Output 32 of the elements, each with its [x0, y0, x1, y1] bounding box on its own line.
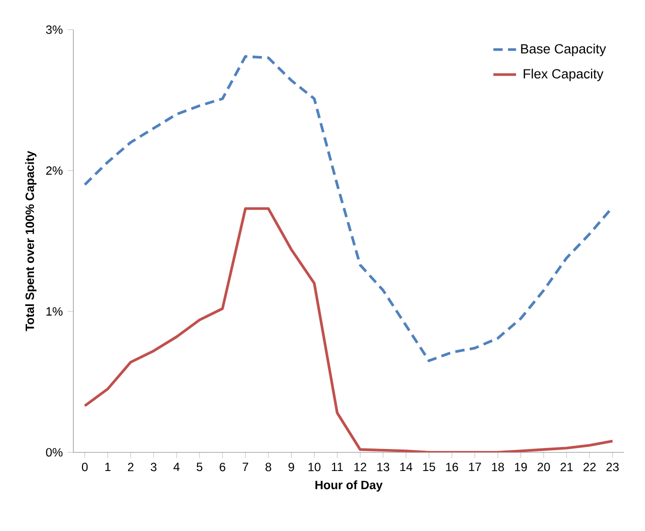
x-tick-label: 13: [377, 462, 390, 472]
x-axis-title: Hour of Day: [315, 480, 383, 492]
x-tick-label: 17: [469, 462, 481, 471]
x-tick-label: 18: [492, 462, 504, 472]
y-tick-label: 0%: [46, 448, 63, 457]
x-tick-label: 20: [538, 462, 550, 472]
x-tick-label: 19: [515, 462, 527, 472]
x-tick-label: 14: [400, 462, 412, 471]
x-tick-label: 4: [174, 462, 180, 471]
x-tick-label: 8: [266, 462, 272, 472]
x-tick-label: 12: [354, 462, 366, 472]
legend-label: Base Capacity: [521, 44, 606, 56]
x-tick-label: 1: [105, 462, 110, 471]
x-tick-label: 3: [150, 462, 156, 472]
x-tick-label: 9: [288, 462, 294, 472]
x-tick-label: 15: [423, 462, 436, 472]
x-tick-label: 16: [446, 462, 458, 472]
y-axis-title: Total Spent over 100% Capacity: [25, 150, 36, 332]
x-tick-label: 21: [560, 462, 573, 472]
y-tick-label: 3%: [46, 25, 63, 34]
x-tick-label: 22: [584, 462, 596, 472]
x-tick-label: 10: [308, 462, 320, 472]
x-tick-label: 5: [196, 462, 202, 472]
y-tick-label: 2%: [46, 166, 63, 175]
x-tick-label: 23: [606, 462, 619, 472]
legend-label: Flex Capacity: [524, 68, 604, 82]
y-tick-label: 1%: [46, 307, 63, 316]
x-tick-label: 11: [332, 462, 343, 471]
x-tick-label: 6: [220, 462, 226, 472]
x-tick-label: 7: [242, 462, 248, 471]
x-tick-label: 2: [128, 462, 134, 472]
x-tick-label: 0: [82, 462, 88, 472]
